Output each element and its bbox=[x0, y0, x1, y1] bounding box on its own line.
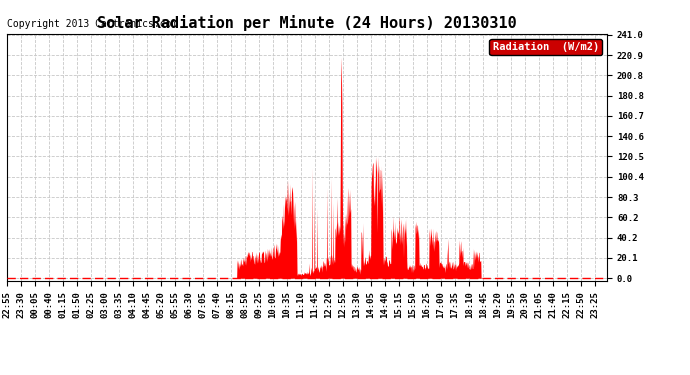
Legend: Radiation  (W/m2): Radiation (W/m2) bbox=[489, 39, 602, 55]
Title: Solar Radiation per Minute (24 Hours) 20130310: Solar Radiation per Minute (24 Hours) 20… bbox=[97, 15, 517, 31]
Text: Copyright 2013 Cartronics.com: Copyright 2013 Cartronics.com bbox=[7, 19, 177, 29]
